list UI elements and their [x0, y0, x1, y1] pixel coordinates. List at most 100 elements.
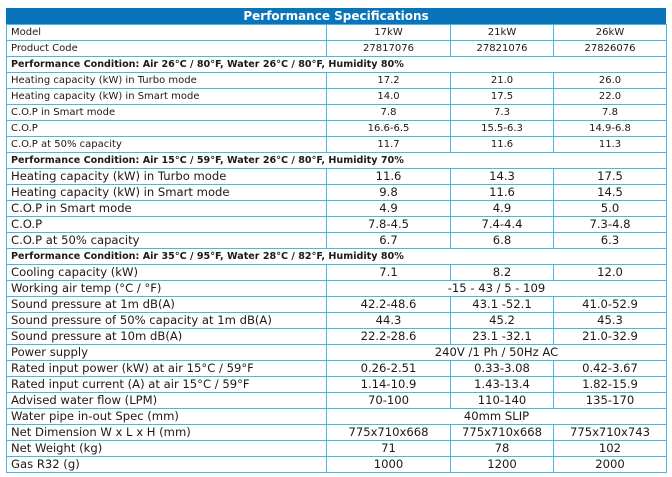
row-label: Model — [6, 24, 327, 41]
row-label: Advised water flow (LPM) — [6, 392, 327, 409]
cell: 8.2 — [450, 264, 554, 281]
cell: 17.5 — [553, 168, 667, 185]
power-supply-row: Power supply 240V /1 Ph / 50Hz AC — [6, 344, 667, 361]
cell: 7.3 — [450, 104, 554, 121]
condition-label: Performance Condition: Air 26°C / 80°F, … — [6, 56, 667, 73]
row-label: C.O.P — [6, 120, 327, 137]
row-label: C.O.P — [6, 216, 327, 233]
row-label: Net Dimension W x L x H (mm) — [6, 424, 327, 441]
cell: 1200 — [450, 456, 554, 473]
spec-table: Model 17kW 21kW 26kW Product Code 278170… — [6, 24, 667, 473]
cell: 21.0-32.9 — [553, 328, 667, 345]
row-label: Product Code — [6, 40, 327, 57]
row-label: Heating capacity (kW) in Smart mode — [6, 184, 327, 201]
cell: 27817076 — [326, 40, 451, 57]
cell: 11.7 — [326, 136, 451, 153]
cell: 7.3-4.8 — [553, 216, 667, 233]
cell: 23.1 -32.1 — [450, 328, 554, 345]
cell: 7.4-4.4 — [450, 216, 554, 233]
dimension-row: Net Dimension W x L x H (mm) 775x710x668… — [6, 424, 667, 441]
cell: 26.0 — [553, 72, 667, 89]
row-label: C.O.P at 50% capacity — [6, 232, 327, 249]
cell: 11.6 — [326, 168, 451, 185]
section-1-condition: Performance Condition: Air 26°C / 80°F, … — [6, 56, 667, 73]
performance-spec-table: Performance Specifications Model 17kW 21… — [6, 8, 667, 473]
cell: 775x710x668 — [450, 424, 554, 441]
input-power-row: Rated input power (kW) at air 15°C / 59°… — [6, 360, 667, 377]
cell: 110-140 — [450, 392, 554, 409]
cell: 14.5 — [553, 184, 667, 201]
cell: 135-170 — [553, 392, 667, 409]
cell: 27821076 — [450, 40, 554, 57]
cell: 78 — [450, 440, 554, 457]
row-label: Sound pressure at 10m dB(A) — [6, 328, 327, 345]
cell: 22.0 — [553, 88, 667, 105]
table-row: C.O.P in Smart mode 4.9 4.9 5.0 — [6, 200, 667, 217]
table-row: Heating capacity (kW) in Smart mode 14.0… — [6, 88, 667, 105]
cell: 6.3 — [553, 232, 667, 249]
working-temp-row: Working air temp (°C / °F) -15 - 43 / 5 … — [6, 280, 667, 297]
cell: 4.9 — [326, 200, 451, 217]
cell: 12.0 — [553, 264, 667, 281]
sound-1m-row: Sound pressure at 1m dB(A) 42.2-48.6 43.… — [6, 296, 667, 313]
table-row: Heating capacity (kW) in Turbo mode 17.2… — [6, 72, 667, 89]
cell: 22.2-28.6 — [326, 328, 451, 345]
gas-row: Gas R32 (g) 1000 1200 2000 — [6, 456, 667, 473]
row-label: Gas R32 (g) — [6, 456, 327, 473]
cell: 4.9 — [450, 200, 554, 217]
sound-50-row: Sound pressure of 50% capacity at 1m dB(… — [6, 312, 667, 329]
section-3-condition: Performance Condition: Air 35°C / 95°F, … — [6, 248, 667, 265]
row-label: C.O.P at 50% capacity — [6, 136, 327, 153]
row-label: Water pipe in-out Spec (mm) — [6, 408, 327, 425]
row-label: Heating capacity (kW) in Turbo mode — [6, 168, 327, 185]
condition-label: Performance Condition: Air 15°C / 59°F, … — [6, 152, 667, 169]
table-row: Heating capacity (kW) in Smart mode 9.8 … — [6, 184, 667, 201]
cell: 11.6 — [450, 136, 554, 153]
cell: -15 - 43 / 5 - 109 — [326, 280, 667, 297]
condition-label: Performance Condition: Air 35°C / 95°F, … — [6, 248, 667, 265]
cell: 43.1 -52.1 — [450, 296, 554, 313]
cooling-capacity-row: Cooling capacity (kW) 7.1 8.2 12.0 — [6, 264, 667, 281]
cell: 0.33-3.08 — [450, 360, 554, 377]
cell: 240V /1 Ph / 50Hz AC — [326, 344, 667, 361]
cell: 1.82-15.9 — [553, 376, 667, 393]
cell: 14.3 — [450, 168, 554, 185]
row-label: Rated input current (A) at air 15°C / 59… — [6, 376, 327, 393]
row-label: Rated input power (kW) at air 15°C / 59°… — [6, 360, 327, 377]
cell: 11.6 — [450, 184, 554, 201]
section-2-condition: Performance Condition: Air 15°C / 59°F, … — [6, 152, 667, 169]
column-header-17kw: 17kW — [326, 24, 451, 41]
table-row: Heating capacity (kW) in Turbo mode 11.6… — [6, 168, 667, 185]
cell: 41.0-52.9 — [553, 296, 667, 313]
cell: 17.5 — [450, 88, 554, 105]
cell: 44.3 — [326, 312, 451, 329]
cell: 14.0 — [326, 88, 451, 105]
model-row: Model 17kW 21kW 26kW — [6, 24, 667, 41]
cell: 7.8 — [326, 104, 451, 121]
table-title: Performance Specifications — [6, 8, 666, 24]
cell: 40mm SLIP — [326, 408, 667, 425]
cell: 16.6-6.5 — [326, 120, 451, 137]
cell: 7.8 — [553, 104, 667, 121]
row-label: Power supply — [6, 344, 327, 361]
cell: 2000 — [553, 456, 667, 473]
pipe-spec-row: Water pipe in-out Spec (mm) 40mm SLIP — [6, 408, 667, 425]
cell: 0.42-3.67 — [553, 360, 667, 377]
cell: 7.8-4.5 — [326, 216, 451, 233]
cell: 21.0 — [450, 72, 554, 89]
cell: 102 — [553, 440, 667, 457]
cell: 775x710x743 — [553, 424, 667, 441]
column-header-26kw: 26kW — [553, 24, 667, 41]
table-row: C.O.P at 50% capacity 11.7 11.6 11.3 — [6, 136, 667, 153]
cell: 45.2 — [450, 312, 554, 329]
row-label: Sound pressure of 50% capacity at 1m dB(… — [6, 312, 327, 329]
column-header-21kw: 21kW — [450, 24, 554, 41]
row-label: Cooling capacity (kW) — [6, 264, 327, 281]
cell: 42.2-48.6 — [326, 296, 451, 313]
cell: 9.8 — [326, 184, 451, 201]
row-label: Heating capacity (kW) in Smart mode — [6, 88, 327, 105]
water-flow-row: Advised water flow (LPM) 70-100 110-140 … — [6, 392, 667, 409]
cell: 1000 — [326, 456, 451, 473]
cell: 17.2 — [326, 72, 451, 89]
product-code-row: Product Code 27817076 27821076 27826076 — [6, 40, 667, 57]
